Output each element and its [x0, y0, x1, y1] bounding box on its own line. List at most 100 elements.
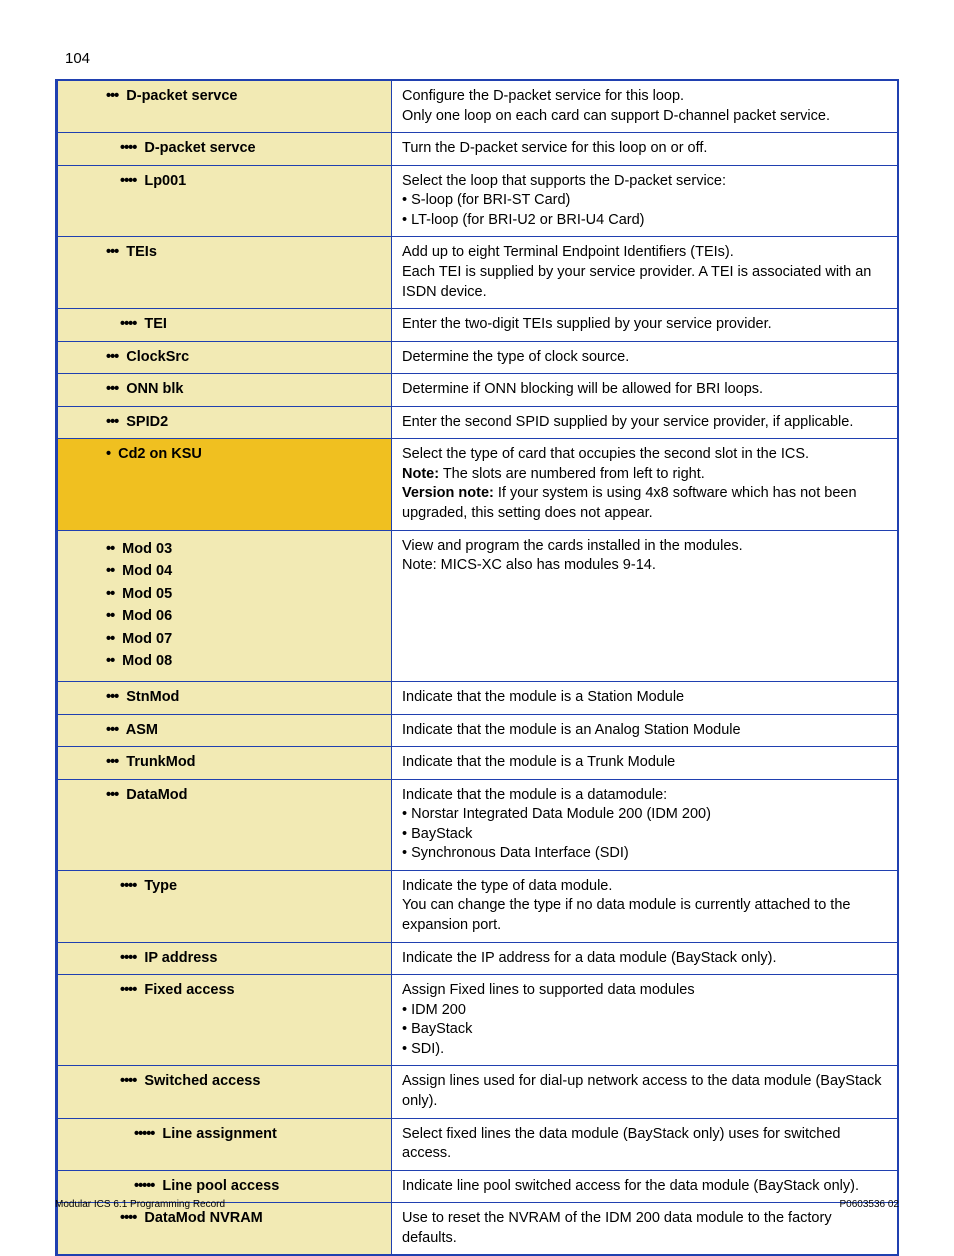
desc-line: Select the loop that supports the D-pack…	[402, 172, 887, 192]
desc-line: Add up to eight Terminal Endpoint Identi…	[402, 243, 887, 263]
desc-line: Version note: If your system is using 4x…	[402, 484, 887, 523]
label-cell: ••• D-packet servce	[57, 80, 392, 133]
label-cell: •••• Type	[57, 870, 392, 942]
table-row: •• Mod 03•• Mod 04•• Mod 05•• Mod 06•• M…	[57, 530, 899, 681]
label-cell: •••• Switched access	[57, 1066, 392, 1118]
page-footer: Modular ICS 6.1 Programming Record P0603…	[55, 1199, 899, 1210]
table-row: ••• ASM Indicate that the module is an An…	[57, 714, 899, 747]
desc-line: Indicate that the module is a Trunk Modu…	[402, 753, 887, 773]
desc-line: • BayStack	[402, 1020, 887, 1040]
bullet-marker: •••	[106, 689, 118, 705]
programming-table: ••• D-packet servce Configure the D-packe…	[55, 79, 899, 1256]
desc-line: Indicate line pool switched access for t…	[402, 1177, 887, 1197]
footer-right: P0603536 02	[839, 1199, 899, 1210]
desc-line: Determine the type of clock source.	[402, 348, 887, 368]
bullet-marker: ••	[106, 653, 114, 669]
label-cell: •••• TEI	[57, 309, 392, 342]
description-cell: Indicate the type of data module.You can…	[392, 870, 899, 942]
description-cell: Indicate that the module is a datamodule…	[392, 779, 899, 870]
desc-line: You can change the type if no data modul…	[402, 896, 887, 935]
bullet-marker: ••••	[120, 173, 136, 189]
table-row: ••••• Line pool access Indicate line pool…	[57, 1170, 899, 1203]
description-cell: Indicate that the module is a Station Mo…	[392, 681, 899, 714]
footer-left: Modular ICS 6.1 Programming Record	[55, 1199, 225, 1210]
multi-label-line: •• Mod 05	[106, 585, 381, 605]
label-cell: •••• IP address	[57, 942, 392, 975]
desc-line: Indicate the IP address for a data modul…	[402, 949, 887, 969]
table-row: ••• TEIs Add up to eight Terminal Endpoin…	[57, 237, 899, 309]
bullet-marker: •••••	[134, 1126, 154, 1142]
desc-line: • S-loop (for BRI-ST Card)	[402, 191, 887, 211]
label-cell: ••• StnMod	[57, 681, 392, 714]
table-row: •••• Switched access Assign lines used fo…	[57, 1066, 899, 1118]
table-row: ••• SPID2Enter the second SPID supplied …	[57, 406, 899, 439]
bullet-marker: ••••	[120, 1210, 136, 1226]
table-row: ••• StnMod Indicate that the module is a …	[57, 681, 899, 714]
description-cell: Assign lines used for dial-up network ac…	[392, 1066, 899, 1118]
multi-label-line: •• Mod 08	[106, 652, 381, 672]
bullet-marker: ••••	[120, 140, 136, 156]
multi-label-line: •• Mod 03	[106, 540, 381, 560]
desc-line: Each TEI is supplied by your service pro…	[402, 263, 887, 302]
table-row: •••• TEI Enter the two-digit TEIs supplie…	[57, 309, 899, 342]
description-cell: Select the loop that supports the D-pack…	[392, 165, 899, 237]
document-page: 104 ••• D-packet servce Configure the D-p…	[0, 0, 954, 1235]
description-cell: Configure the D-packet service for this …	[392, 80, 899, 133]
desc-line: • Norstar Integrated Data Module 200 (ID…	[402, 805, 887, 825]
desc-line: Configure the D-packet service for this …	[402, 87, 887, 107]
table-row: ••• TrunkModIndicate that the module is …	[57, 747, 899, 780]
description-cell: Determine if ONN blocking will be allowe…	[392, 374, 899, 407]
bullet-marker: ••••	[120, 982, 136, 998]
label-cell: ••• ASM	[57, 714, 392, 747]
bullet-marker: ••••	[120, 1073, 136, 1089]
desc-line: • Synchronous Data Interface (SDI)	[402, 844, 887, 864]
desc-line: Enter the two-digit TEIs supplied by you…	[402, 315, 887, 335]
desc-line: Select the type of card that occupies th…	[402, 445, 887, 465]
desc-line: Indicate the type of data module.	[402, 877, 887, 897]
bullet-marker: ••	[106, 541, 114, 557]
desc-line: Note: The slots are numbered from left t…	[402, 465, 887, 485]
bullet-marker: •••	[106, 787, 118, 803]
label-cell: •••• Lp001	[57, 165, 392, 237]
description-cell: Turn the D-packet service for this loop …	[392, 133, 899, 166]
desc-line: Turn the D-packet service for this loop …	[402, 139, 887, 159]
label-cell: ••• SPID2	[57, 406, 392, 439]
table-row: •••• D-packet servceTurn the D-packet se…	[57, 133, 899, 166]
description-cell: Determine the type of clock source.	[392, 341, 899, 374]
desc-line: Indicate that the module is an Analog St…	[402, 721, 887, 741]
table-row: •••• Fixed accessAssign Fixed lines to s…	[57, 975, 899, 1066]
desc-line: • SDI).	[402, 1040, 887, 1060]
desc-line: Indicate that the module is a Station Mo…	[402, 688, 887, 708]
bullet-marker: •	[106, 446, 110, 462]
table-row: •••• Lp001 Select the loop that supports …	[57, 165, 899, 237]
table-row: ••• ClockSrcDetermine the type of clock …	[57, 341, 899, 374]
table-row: ••• D-packet servce Configure the D-packe…	[57, 80, 899, 133]
label-cell: ••• TEIs	[57, 237, 392, 309]
bullet-marker: •••	[106, 722, 118, 738]
table-row: ••• ONN blkDetermine if ONN blocking wil…	[57, 374, 899, 407]
description-cell: Enter the two-digit TEIs supplied by you…	[392, 309, 899, 342]
description-cell: View and program the cards installed in …	[392, 530, 899, 681]
multi-label-line: •• Mod 04	[106, 562, 381, 582]
label-cell: ••••• Line pool access	[57, 1170, 392, 1203]
desc-line: Assign lines used for dial-up network ac…	[402, 1072, 887, 1111]
table-row: •••• TypeIndicate the type of data modul…	[57, 870, 899, 942]
description-cell: Indicate line pool switched access for t…	[392, 1170, 899, 1203]
desc-line: • LT-loop (for BRI-U2 or BRI-U4 Card)	[402, 211, 887, 231]
table-row: ••••• Line assignmentSelect fixed lines …	[57, 1118, 899, 1170]
bullet-marker: ••••	[120, 878, 136, 894]
bullet-marker: ••••	[120, 950, 136, 966]
bullet-marker: •••	[106, 754, 118, 770]
page-number: 104	[65, 50, 899, 67]
description-cell: Select fixed lines the data module (BayS…	[392, 1118, 899, 1170]
description-cell: Assign Fixed lines to supported data mod…	[392, 975, 899, 1066]
label-cell: •••• Fixed access	[57, 975, 392, 1066]
bullet-marker: •••	[106, 414, 118, 430]
description-cell: Indicate that the module is a Trunk Modu…	[392, 747, 899, 780]
label-cell: ••••• Line assignment	[57, 1118, 392, 1170]
label-cell: • Cd2 on KSU	[57, 439, 392, 530]
bullet-marker: ••	[106, 563, 114, 579]
bullet-marker: •••	[106, 244, 118, 260]
table-row: ••• DataModIndicate that the module is a…	[57, 779, 899, 870]
description-cell: Add up to eight Terminal Endpoint Identi…	[392, 237, 899, 309]
